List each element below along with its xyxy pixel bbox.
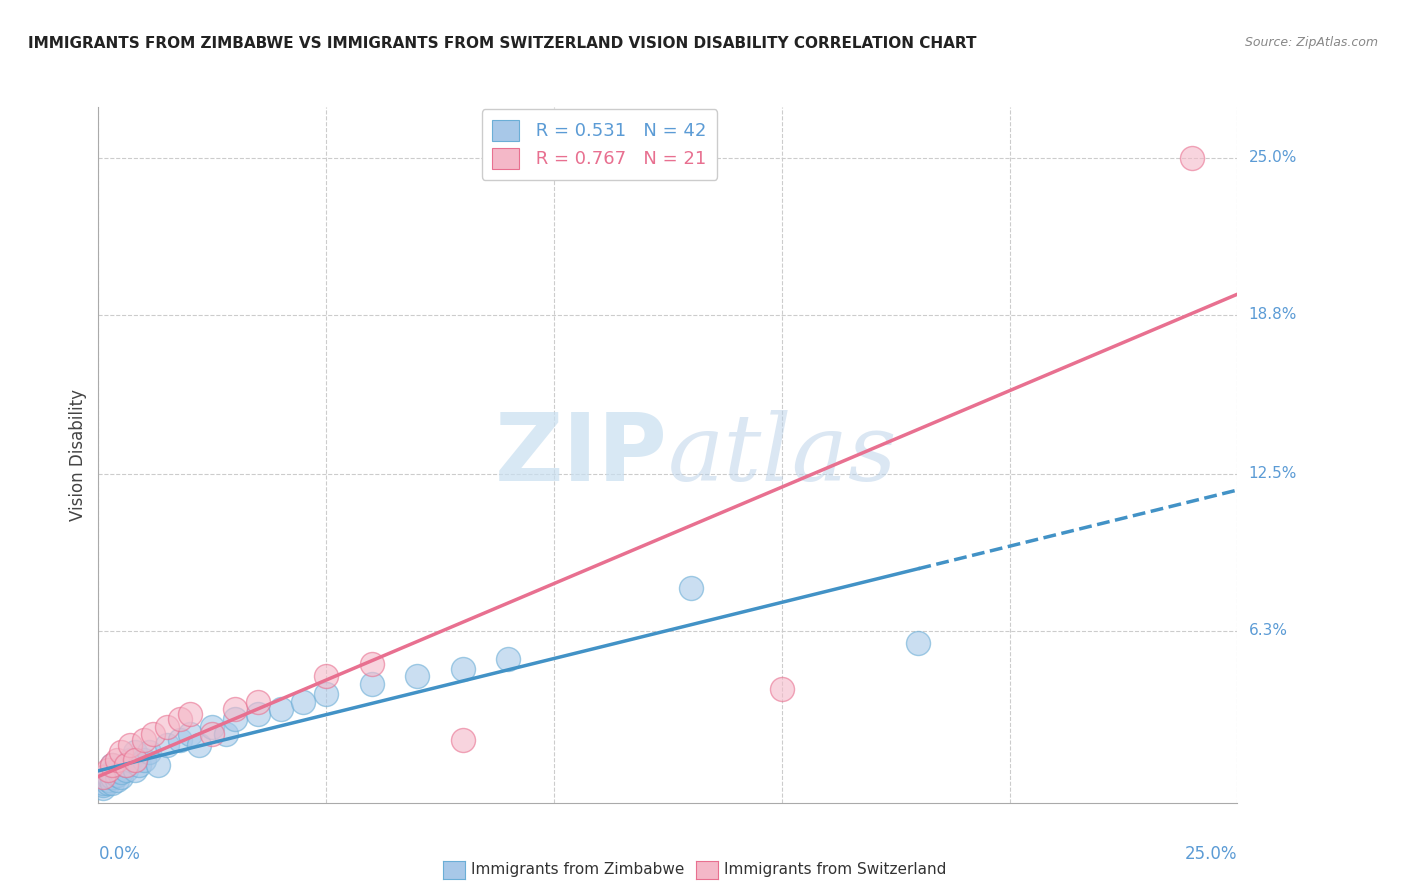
Text: 0.0%: 0.0% xyxy=(98,845,141,863)
Point xyxy=(96,768,118,782)
Point xyxy=(156,738,179,752)
Text: ZIP: ZIP xyxy=(495,409,668,501)
Point xyxy=(96,763,118,777)
Point xyxy=(292,695,315,709)
Point xyxy=(120,738,142,752)
Point xyxy=(215,727,238,741)
Point xyxy=(132,732,155,747)
Point xyxy=(406,669,429,683)
Point xyxy=(224,712,246,726)
Legend:  R = 0.531   N = 42,  R = 0.767   N = 21: R = 0.531 N = 42, R = 0.767 N = 21 xyxy=(481,109,717,179)
Point xyxy=(114,763,136,777)
Point xyxy=(91,780,114,795)
Point xyxy=(101,775,124,789)
Point xyxy=(179,727,201,741)
Point xyxy=(110,745,132,759)
Point xyxy=(451,732,474,747)
Y-axis label: Vision Disability: Vision Disability xyxy=(69,389,87,521)
Text: 12.5%: 12.5% xyxy=(1249,467,1296,482)
Text: atlas: atlas xyxy=(668,410,897,500)
Point xyxy=(224,702,246,716)
Text: 25.0%: 25.0% xyxy=(1185,845,1237,863)
Point xyxy=(156,720,179,734)
Point xyxy=(498,651,520,665)
Point xyxy=(201,727,224,741)
Point xyxy=(91,778,114,792)
Point xyxy=(315,669,337,683)
Point xyxy=(101,757,124,772)
Point xyxy=(138,745,160,759)
Point xyxy=(360,657,382,671)
Point xyxy=(169,712,191,726)
Point xyxy=(246,695,269,709)
Point xyxy=(360,677,382,691)
Text: 6.3%: 6.3% xyxy=(1249,624,1288,639)
Text: 25.0%: 25.0% xyxy=(1249,150,1296,165)
Point xyxy=(1181,151,1204,165)
Text: Immigrants from Zimbabwe: Immigrants from Zimbabwe xyxy=(471,863,685,877)
Text: Immigrants from Switzerland: Immigrants from Switzerland xyxy=(724,863,946,877)
Point xyxy=(201,720,224,734)
Point xyxy=(124,763,146,777)
Point xyxy=(246,707,269,722)
Point xyxy=(101,757,124,772)
Point xyxy=(114,757,136,772)
Text: IMMIGRANTS FROM ZIMBABWE VS IMMIGRANTS FROM SWITZERLAND VISION DISABILITY CORREL: IMMIGRANTS FROM ZIMBABWE VS IMMIGRANTS F… xyxy=(28,36,977,51)
Point xyxy=(270,702,292,716)
Point xyxy=(132,753,155,767)
Point xyxy=(142,727,165,741)
Point xyxy=(120,753,142,767)
Point xyxy=(907,636,929,650)
Point xyxy=(128,757,150,772)
Text: 18.8%: 18.8% xyxy=(1249,307,1296,322)
Point xyxy=(105,768,128,782)
Point xyxy=(91,775,114,789)
Point xyxy=(114,757,136,772)
Point xyxy=(96,772,118,787)
Point xyxy=(679,581,702,595)
Point xyxy=(91,771,114,785)
Point xyxy=(146,757,169,772)
Point xyxy=(187,738,209,752)
Point xyxy=(101,771,124,785)
Point xyxy=(315,687,337,701)
Point xyxy=(451,662,474,676)
Point xyxy=(770,681,793,696)
Point xyxy=(110,771,132,785)
Point xyxy=(110,765,132,780)
Point xyxy=(105,763,128,777)
Point xyxy=(169,732,191,747)
Text: Source: ZipAtlas.com: Source: ZipAtlas.com xyxy=(1244,36,1378,49)
Point xyxy=(96,771,118,785)
Point xyxy=(101,765,124,780)
Point xyxy=(179,707,201,722)
Point xyxy=(105,753,128,767)
Point xyxy=(124,753,146,767)
Point xyxy=(124,745,146,759)
Point xyxy=(96,775,118,789)
Point xyxy=(105,772,128,787)
